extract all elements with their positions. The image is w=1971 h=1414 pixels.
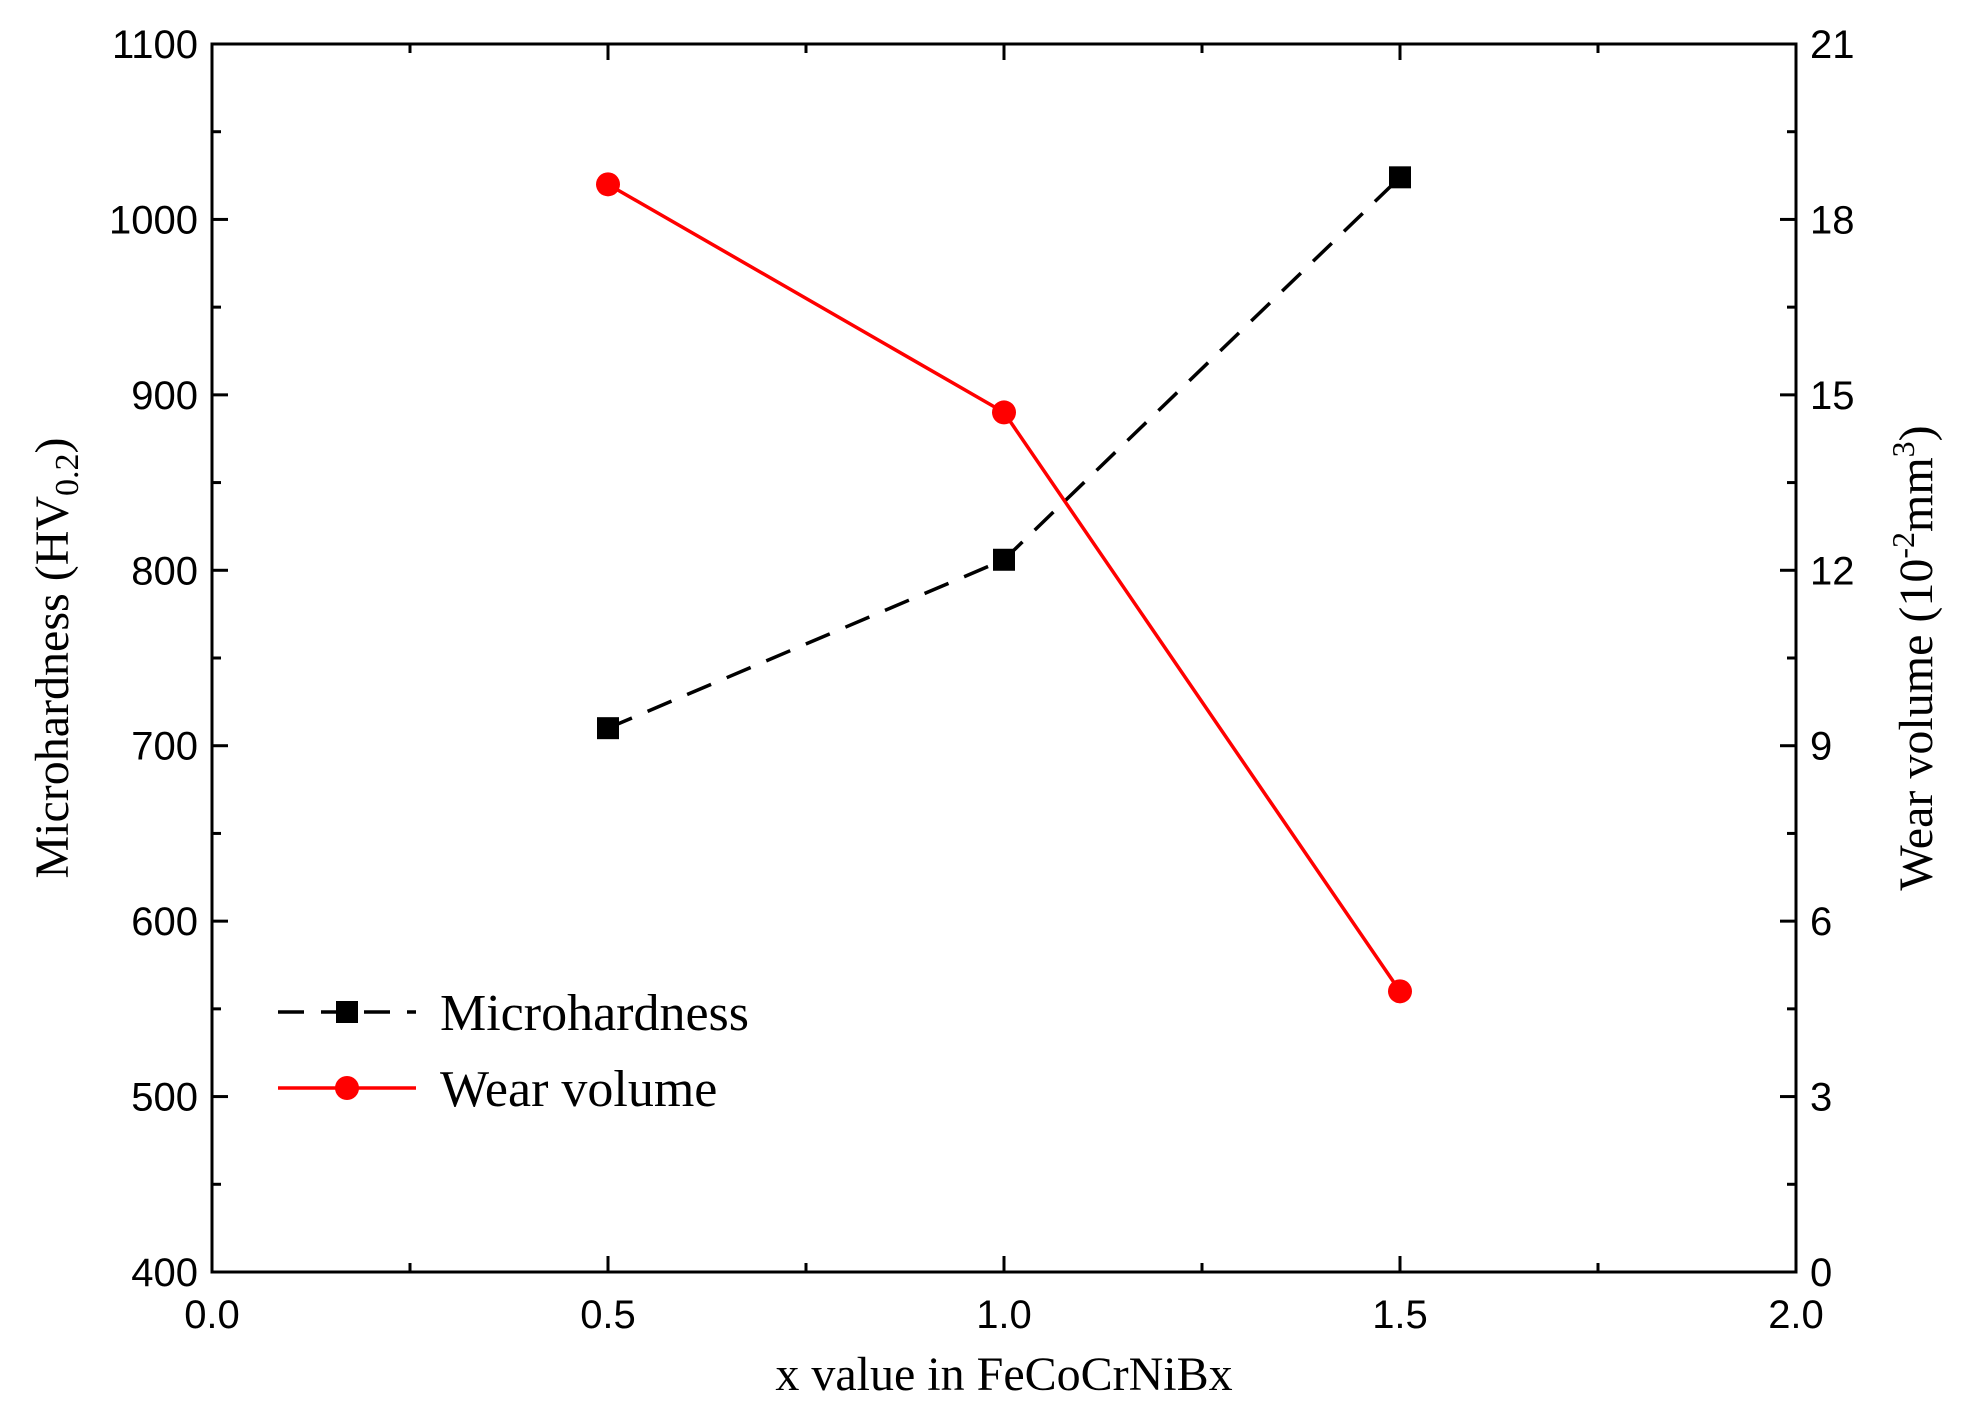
y-right-tick-label: 18 [1810,198,1855,242]
x-tick-label: 0.0 [184,1293,240,1337]
y-right-label-sup2: 3 [1885,441,1921,457]
y-right-label-sup1: -2 [1885,532,1921,559]
x-tick-label: 2.0 [1768,1293,1824,1337]
y-right-label-main: Wear volume (10 [1890,559,1943,891]
microhardness-point [1389,166,1411,189]
y-left-label-main: Microhardness (HV [26,496,79,879]
y-right-tick-label: 21 [1810,23,1855,67]
y-left-tick-label: 800 [131,549,198,593]
series-markers-group [596,166,1412,1004]
microhardness-point [993,548,1015,571]
y-right-label-close: ) [1890,425,1943,441]
wear-volume-point [596,172,620,197]
x-tick-label: 1.0 [976,1293,1032,1337]
y-right-tick-label: 9 [1810,725,1832,769]
y-axis-title-left: Microhardness (HV0.2) [26,437,86,878]
microhardness-point [597,717,619,740]
y-left-tick-label: 500 [131,1076,198,1120]
y-right-tick-label: 6 [1810,900,1832,944]
x-tick-label: 0.5 [580,1293,636,1337]
legend-label-wear-volume: Wear volume [440,1061,717,1118]
legend-marker-microhardness [336,1001,358,1023]
x-axis-title: x value in FeCoCrNiBx [775,1348,1232,1401]
x-tick-label: 1.5 [1372,1293,1428,1337]
y-left-tick-label: 600 [131,900,198,944]
y-left-label-sub: 0.2 [49,453,86,496]
legend: Microhardness Wear volume [278,985,749,1118]
y-right-tick-label: 12 [1810,549,1855,593]
plot-frame [210,42,1798,1274]
y-right-tick-label: 3 [1810,1076,1832,1120]
legend-marker-wear-volume [335,1076,359,1100]
y-left-tick-label: 400 [131,1251,198,1295]
wear-volume-point [992,400,1016,425]
y-left-tick-label: 1000 [109,198,198,242]
y-axis-title-right: Wear volume (10-2mm3) [1885,425,1943,890]
y-left-tick-label: 700 [131,725,198,769]
wear-volume-point [1388,979,1412,1004]
y-left-tick-label: 1100 [112,23,198,67]
ticks-group: 0.0 0.5 1.0 1.5 2.0 400 500 600 700 800 900 1000 110… [109,23,1854,1337]
y-right-tick-label: 0 [1810,1251,1832,1295]
y-left-label-close: ) [26,437,79,453]
y-left-tick-label: 900 [131,374,198,418]
y-right-label-mid: mm [1890,457,1943,532]
legend-label-microhardness: Microhardness [440,985,749,1042]
y-right-tick-label: 15 [1810,374,1855,418]
